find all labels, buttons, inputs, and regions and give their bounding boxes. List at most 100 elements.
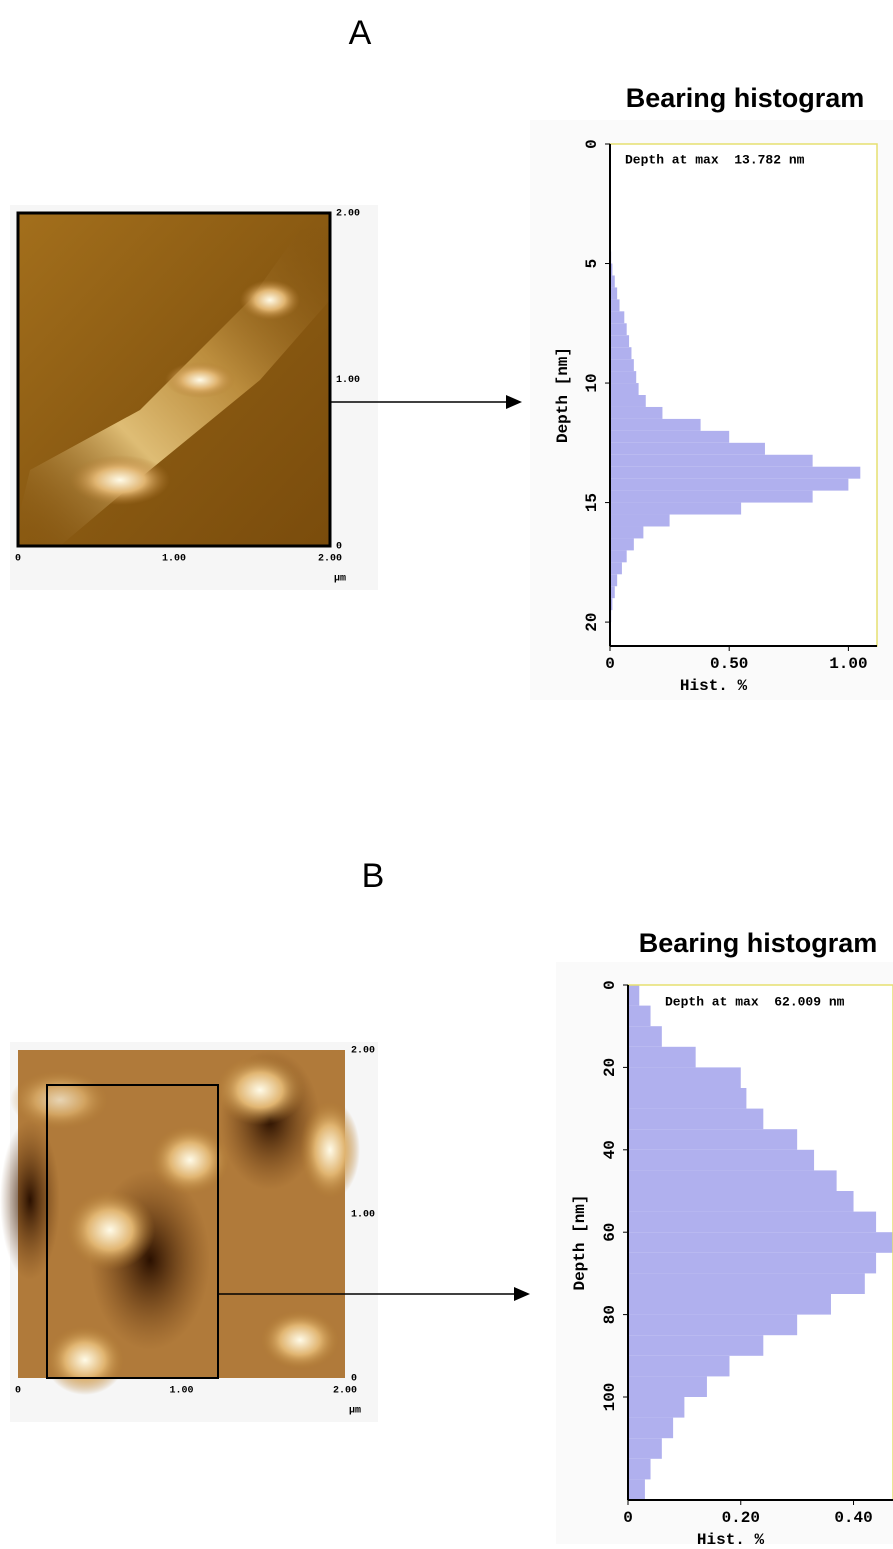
- x-tick-label: 0.50: [710, 655, 748, 673]
- plot-area: [610, 144, 877, 646]
- bar: [610, 430, 730, 443]
- title: Bearing histogram: [626, 83, 865, 113]
- bar: [628, 1026, 662, 1047]
- x-tick-label: 1.00: [829, 655, 867, 673]
- y-tick-label: 5: [583, 259, 601, 269]
- bar: [610, 526, 644, 539]
- bar: [610, 263, 613, 276]
- arrow-head: [506, 395, 522, 409]
- image-x-tick: 2.00: [318, 554, 342, 565]
- bar: [610, 514, 670, 527]
- bar: [610, 466, 861, 479]
- bar: [628, 1479, 645, 1500]
- bar: [628, 1252, 877, 1274]
- y-axis-label: Depth [nm]: [571, 1194, 589, 1290]
- bar: [610, 383, 639, 395]
- y-tick-label: 60: [601, 1223, 619, 1242]
- bar: [610, 275, 615, 288]
- bar: [610, 454, 813, 467]
- bar: [628, 1232, 893, 1253]
- y-tick-label: 15: [583, 493, 601, 512]
- y-tick-label: 80: [601, 1305, 619, 1324]
- afm-image: [16, 211, 332, 548]
- bar: [610, 347, 632, 360]
- afm-image: [0, 1050, 360, 1395]
- y-tick-label: 100: [601, 1383, 619, 1412]
- bar: [610, 299, 620, 312]
- x-tick-label: 0.40: [834, 1509, 872, 1527]
- bar: [628, 1129, 798, 1150]
- bar: [610, 335, 630, 348]
- bar: [610, 550, 627, 563]
- title: Bearing histogram: [639, 928, 878, 958]
- bar: [610, 562, 622, 575]
- image-x-tick: 1.00: [162, 554, 186, 565]
- y-tick-label: 10: [583, 373, 601, 392]
- panel-label: A: [349, 14, 372, 52]
- image-unit: µm: [334, 574, 346, 585]
- x-axis-label: Hist. %: [697, 1531, 765, 1544]
- bar: [610, 287, 618, 300]
- bar: [610, 442, 765, 455]
- bar: [610, 359, 634, 372]
- bar: [628, 1088, 747, 1109]
- bar: [610, 371, 637, 384]
- bar: [628, 985, 640, 1006]
- bar: [610, 574, 618, 587]
- y-tick-label: 20: [601, 1058, 619, 1077]
- x-tick-label: 0: [605, 655, 615, 673]
- y-tick-label: 40: [601, 1140, 619, 1159]
- bar: [610, 538, 634, 551]
- x-tick-label: 0: [623, 1509, 633, 1527]
- image-y-tick: 0: [336, 542, 342, 553]
- bar: [628, 1314, 798, 1336]
- bar: [628, 1417, 674, 1439]
- x-tick-label: 0.20: [722, 1509, 760, 1527]
- image-y-tick: 2.00: [336, 209, 360, 220]
- arrow-head: [514, 1287, 530, 1301]
- image-x-tick: 1.00: [169, 1386, 193, 1397]
- bar: [628, 1067, 741, 1088]
- bar: [628, 1170, 837, 1191]
- image-x-tick: 2.00: [333, 1386, 357, 1397]
- image-unit: µm: [349, 1406, 361, 1417]
- bar: [628, 1108, 764, 1130]
- bar: [628, 1335, 764, 1356]
- image-y-tick: 0: [351, 1374, 357, 1385]
- bar: [628, 1211, 877, 1233]
- bar: [610, 586, 615, 599]
- y-axis-label: Depth [nm]: [554, 347, 572, 443]
- bar: [610, 311, 625, 324]
- y-tick-label: 0: [583, 139, 601, 149]
- y-tick-label: 0: [601, 980, 619, 990]
- bar: [628, 1149, 815, 1171]
- bar: [628, 1005, 651, 1027]
- bar: [628, 1458, 651, 1480]
- image-y-tick: 1.00: [336, 375, 360, 386]
- bar: [628, 1191, 854, 1212]
- bar: [628, 1046, 696, 1068]
- bar: [628, 1376, 707, 1397]
- annotation: Depth at max 13.782 nm: [625, 152, 805, 167]
- image-y-tick: 1.00: [351, 1210, 375, 1221]
- bar: [628, 1438, 662, 1459]
- bar: [610, 502, 742, 515]
- bar: [610, 598, 613, 611]
- image-x-tick: 0: [15, 554, 21, 565]
- bar: [610, 406, 663, 419]
- bar: [610, 490, 813, 503]
- bar: [628, 1273, 865, 1294]
- bar: [628, 1397, 685, 1418]
- bar: [628, 1355, 730, 1377]
- y-tick-label: 20: [583, 612, 601, 631]
- x-axis-label: Hist. %: [680, 677, 748, 695]
- annotation: Depth at max 62.009 nm: [665, 994, 845, 1009]
- bar: [610, 395, 646, 407]
- image-x-tick: 0: [15, 1386, 21, 1397]
- bar: [628, 1294, 831, 1315]
- panel-label: B: [362, 857, 385, 895]
- bar: [610, 323, 627, 336]
- bar: [610, 478, 849, 491]
- image-y-tick: 2.00: [351, 1046, 375, 1057]
